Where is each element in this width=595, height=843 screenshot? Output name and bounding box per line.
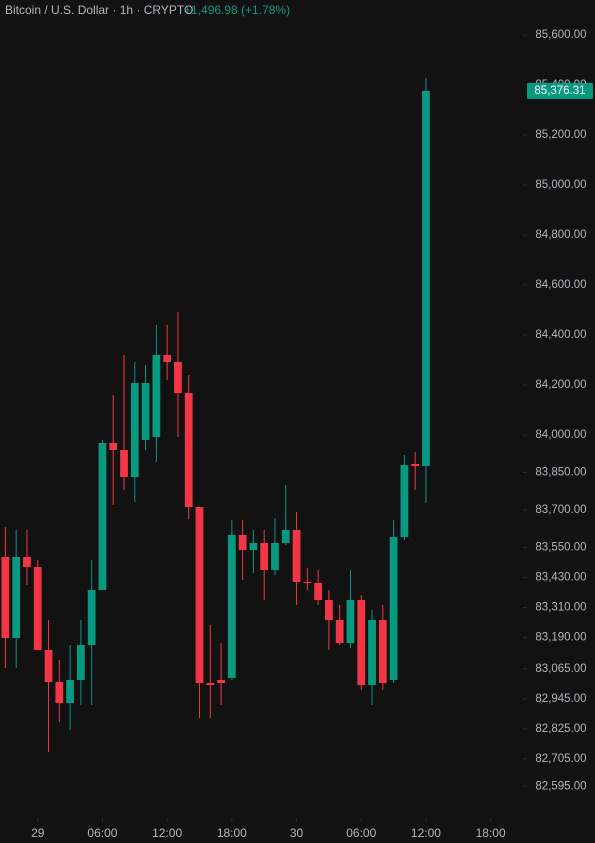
candle-body bbox=[33, 567, 42, 650]
y-tick-label: 84,000.00 bbox=[535, 429, 586, 441]
candle-body bbox=[325, 600, 333, 620]
candle-body bbox=[23, 557, 31, 567]
candle-body bbox=[184, 393, 193, 507]
candle-body bbox=[357, 600, 366, 685]
candle-body bbox=[260, 543, 269, 570]
y-tick-label: 85,000.00 bbox=[535, 179, 586, 191]
candle-body bbox=[98, 443, 107, 590]
candle-body bbox=[303, 582, 312, 583]
candle-body bbox=[368, 620, 376, 685]
y-tick-label: 85,200.00 bbox=[535, 129, 586, 141]
candle-body bbox=[12, 557, 21, 638]
candle-body bbox=[227, 535, 236, 678]
x-tick-label: 12:00 bbox=[152, 826, 182, 840]
x-tick-label: 06:00 bbox=[346, 826, 376, 840]
candle-body bbox=[206, 683, 215, 685]
candle-body bbox=[249, 543, 258, 550]
candle-body bbox=[335, 620, 344, 643]
y-tick-label: 83,430.00 bbox=[535, 572, 586, 584]
candle-body bbox=[314, 583, 322, 600]
last-price-label: 85,376.31 bbox=[534, 85, 585, 97]
candle-body bbox=[1, 557, 10, 638]
y-tick-label: 84,200.00 bbox=[535, 379, 586, 391]
candle-body bbox=[120, 450, 128, 477]
candle-body bbox=[109, 443, 118, 450]
x-tick-label: 12:00 bbox=[411, 826, 441, 840]
y-tick-label: 82,595.00 bbox=[535, 780, 586, 792]
y-tick-label: 83,065.00 bbox=[535, 663, 586, 675]
y-tick-label: 82,705.00 bbox=[535, 753, 586, 765]
y-tick-label: 84,600.00 bbox=[535, 279, 586, 291]
candle-body bbox=[378, 620, 387, 683]
candle-body bbox=[422, 90, 430, 467]
y-tick-label: 83,850.00 bbox=[535, 467, 586, 479]
chart-title: Bitcoin / U.S. Dollar · 1h · CRYPTO bbox=[5, 3, 193, 17]
x-tick-label: 18:00 bbox=[476, 826, 506, 840]
candle-body bbox=[55, 682, 64, 703]
y-tick-label: 84,800.00 bbox=[535, 229, 586, 241]
candle-body bbox=[76, 645, 85, 680]
y-tick-label: 82,825.00 bbox=[535, 723, 586, 735]
candle-body bbox=[152, 355, 161, 437]
y-tick-label: 83,190.00 bbox=[535, 632, 586, 644]
y-tick-label: 83,310.00 bbox=[535, 602, 586, 614]
candle-body bbox=[141, 383, 150, 440]
candle-body bbox=[238, 535, 247, 550]
candle-body bbox=[346, 600, 355, 643]
last-price-badge bbox=[527, 82, 593, 99]
candle-body bbox=[174, 362, 182, 393]
x-tick-label: 30 bbox=[290, 826, 304, 840]
candle-body bbox=[389, 537, 398, 680]
candle-body bbox=[87, 590, 96, 645]
y-tick-label: 83,700.00 bbox=[535, 504, 586, 516]
candle-body bbox=[66, 680, 74, 703]
candle-body bbox=[411, 464, 420, 466]
candle-body bbox=[163, 355, 172, 362]
x-tick-label: 29 bbox=[31, 826, 45, 840]
y-tick-label: 84,400.00 bbox=[535, 329, 586, 341]
x-tick-label: 06:00 bbox=[87, 826, 117, 840]
candle-body bbox=[217, 680, 225, 683]
candle-body bbox=[130, 383, 139, 477]
candle-body bbox=[281, 530, 290, 543]
candle-body bbox=[195, 507, 204, 683]
candle-body bbox=[271, 543, 279, 570]
y-tick-label: 85,600.00 bbox=[535, 29, 586, 41]
y-tick-label: 82,945.00 bbox=[535, 693, 586, 705]
y-tick-label: 83,550.00 bbox=[535, 542, 586, 554]
candle-body bbox=[44, 650, 53, 682]
x-tick-label: 18:00 bbox=[217, 826, 247, 840]
candle-body bbox=[292, 530, 301, 582]
candle-body bbox=[400, 465, 409, 537]
price-change: +1,496.98 (+1.78%) bbox=[184, 3, 290, 17]
